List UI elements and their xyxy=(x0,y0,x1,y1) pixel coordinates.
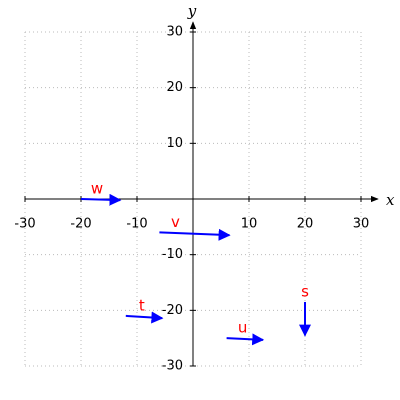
vector-arrow xyxy=(159,228,231,241)
y-tick-label: 30 xyxy=(166,25,183,40)
vector-label: t xyxy=(139,296,145,314)
vector-label: u xyxy=(238,319,248,337)
y-tick-label: -10 xyxy=(162,247,183,262)
vector-arrow xyxy=(125,311,164,324)
x-tick-label: 20 xyxy=(297,217,314,232)
vector-arrow xyxy=(226,333,265,346)
y-tick-label: -30 xyxy=(162,359,183,374)
x-tick-label: -10 xyxy=(126,217,147,232)
y-tick-label: -20 xyxy=(162,303,183,318)
vector-label: w xyxy=(91,180,103,198)
x-tick-label: 10 xyxy=(241,217,258,232)
vector-label: v xyxy=(171,213,180,231)
vector-arrow xyxy=(80,193,122,206)
vector-label: s xyxy=(301,282,309,300)
y-axis-label: y xyxy=(187,2,197,20)
y-tick-label: 20 xyxy=(166,80,183,95)
x-tick-label: -20 xyxy=(70,217,91,232)
x-tick-label: -30 xyxy=(14,217,35,232)
y-tick-label: 10 xyxy=(166,136,183,151)
x-axis-label: x xyxy=(386,191,395,209)
axes xyxy=(24,21,379,367)
x-tick-label: 30 xyxy=(353,217,370,232)
